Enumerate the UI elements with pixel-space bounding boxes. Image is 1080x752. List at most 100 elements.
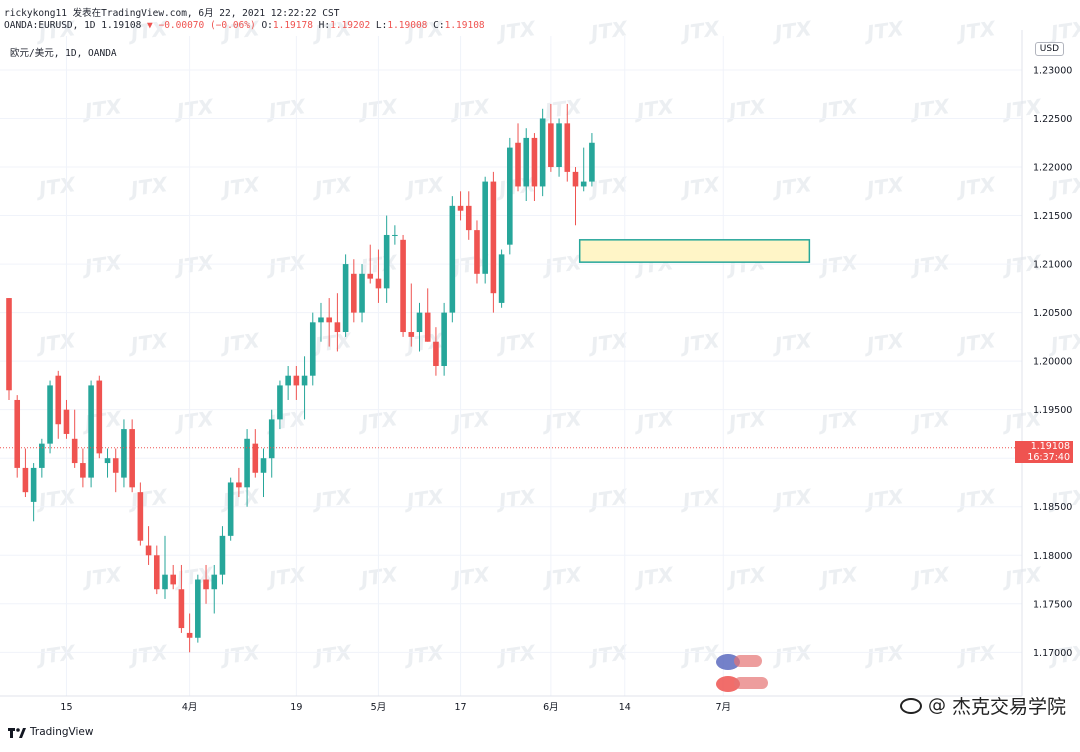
candle-body — [548, 123, 554, 168]
candle-body — [309, 322, 316, 376]
watermark-text: JTX — [447, 94, 492, 124]
candle-body — [318, 317, 324, 323]
candle-body — [498, 254, 505, 303]
watermark-text: JTX — [769, 484, 814, 514]
candle-body — [564, 123, 571, 172]
watermark-text: JTX — [79, 94, 124, 124]
candle-body — [178, 589, 185, 629]
x-tick-label: 7月 — [715, 702, 731, 713]
watermark-text: JTX — [447, 406, 492, 436]
y-tick-label: 1.18000 — [1033, 551, 1072, 562]
candle-body — [244, 438, 250, 488]
watermark-text: JTX — [861, 328, 906, 358]
watermark-text: JTX — [907, 94, 952, 124]
watermark-text: JTX — [493, 484, 538, 514]
ohlc-line: OANDA:EURUSD, 1D 1.19108 ▼ −0.00070 (−0.… — [4, 20, 485, 31]
y-tick-label: 1.17500 — [1033, 599, 1072, 610]
candle-body — [39, 443, 45, 468]
watermark-text: JTX — [309, 640, 354, 670]
watermark-text: JTX — [907, 406, 952, 436]
candle-body — [490, 181, 497, 294]
x-tick-label: 6月 — [543, 702, 559, 713]
candle-body — [96, 380, 103, 454]
candle-body — [30, 467, 37, 502]
watermark-text: JTX — [33, 16, 78, 46]
watermark-text: JTX — [677, 640, 722, 670]
x-tick-label: 14 — [619, 702, 631, 713]
watermark-text: JTX — [631, 562, 676, 592]
y-tick-label: 1.18500 — [1033, 502, 1072, 513]
candle-body — [186, 632, 193, 638]
x-tick-label: 5月 — [371, 702, 387, 713]
close-label: C: — [433, 20, 445, 31]
watermark-text: JTX — [585, 640, 630, 670]
watermark-text: JTX — [677, 172, 722, 202]
candle-body — [465, 205, 472, 231]
watermark-text: JTX — [861, 484, 906, 514]
open-value: 1.19178 — [272, 20, 313, 31]
candle-body — [153, 555, 160, 590]
candle-body — [293, 375, 300, 386]
watermark-text: JTX — [585, 328, 630, 358]
candle-body — [572, 171, 579, 187]
watermark-text: JTX — [171, 94, 216, 124]
watermark-text: JTX — [33, 172, 78, 202]
candle-body — [129, 429, 135, 488]
watermark-text: JTX — [401, 172, 446, 202]
candle-body — [433, 341, 439, 366]
candle-body — [137, 492, 144, 541]
watermark-text: JTX — [171, 562, 216, 592]
candle-body — [589, 142, 595, 182]
watermark-text: JTX — [125, 328, 170, 358]
candle-body — [211, 574, 218, 590]
watermark-text: JTX — [217, 640, 262, 670]
watermark-text: JTX — [539, 406, 584, 436]
watermark-text: JTX — [815, 250, 860, 280]
watermark-text: JTX — [539, 94, 584, 124]
currency-button[interactable]: USD — [1034, 42, 1064, 56]
wechat-account-name: 杰克交易学院 — [951, 696, 1066, 718]
watermark-text: JTX — [217, 16, 262, 46]
watermark-text: JTX — [125, 484, 170, 514]
candle-body — [268, 419, 275, 459]
candle-body — [121, 429, 127, 478]
candles-layer — [6, 103, 595, 653]
candle-body — [6, 298, 12, 391]
watermark-text: JTX — [953, 16, 998, 46]
watermark-text: JTX — [953, 328, 998, 358]
watermark-text: JTX — [815, 562, 860, 592]
watermark-text: JTX — [171, 250, 216, 280]
candle-body — [449, 205, 456, 313]
candle-body — [285, 375, 291, 386]
watermark-text: JTX — [907, 250, 952, 280]
watermark-text: JTX — [953, 172, 998, 202]
candle-body — [392, 234, 398, 236]
tradingview-text: TradingView — [30, 726, 94, 738]
watermark-text: JTX — [217, 484, 262, 514]
candle-body — [227, 482, 234, 536]
candle-body — [63, 409, 70, 434]
tradingview-logo[interactable]: TradingView — [8, 726, 93, 738]
at-sign: @ — [927, 695, 946, 716]
candle-body — [145, 545, 152, 556]
candle-body — [359, 273, 365, 313]
watermark-text: JTX — [677, 328, 722, 358]
watermark-text: JTX — [401, 640, 446, 670]
watermark-text: JTX — [309, 484, 354, 514]
watermark-text: JTX — [355, 562, 400, 592]
candle-body — [383, 234, 390, 289]
close-value: 1.19108 — [444, 20, 485, 31]
watermark-text: JTX — [309, 172, 354, 202]
x-axis: 15 4月 19 5月 17 6月 14 7月 — [0, 695, 1022, 713]
watermark-text: JTX — [585, 16, 630, 46]
watermark-text: JTX — [861, 172, 906, 202]
wechat-icon — [899, 697, 922, 714]
candle-body — [236, 482, 242, 488]
watermark-text: JTX — [723, 406, 768, 436]
candle-body — [474, 230, 480, 274]
watermark-text: JTX — [355, 406, 400, 436]
candle-body — [260, 458, 267, 473]
series-label[interactable]: 欧元/美元, 1D, OANDA — [10, 48, 117, 59]
